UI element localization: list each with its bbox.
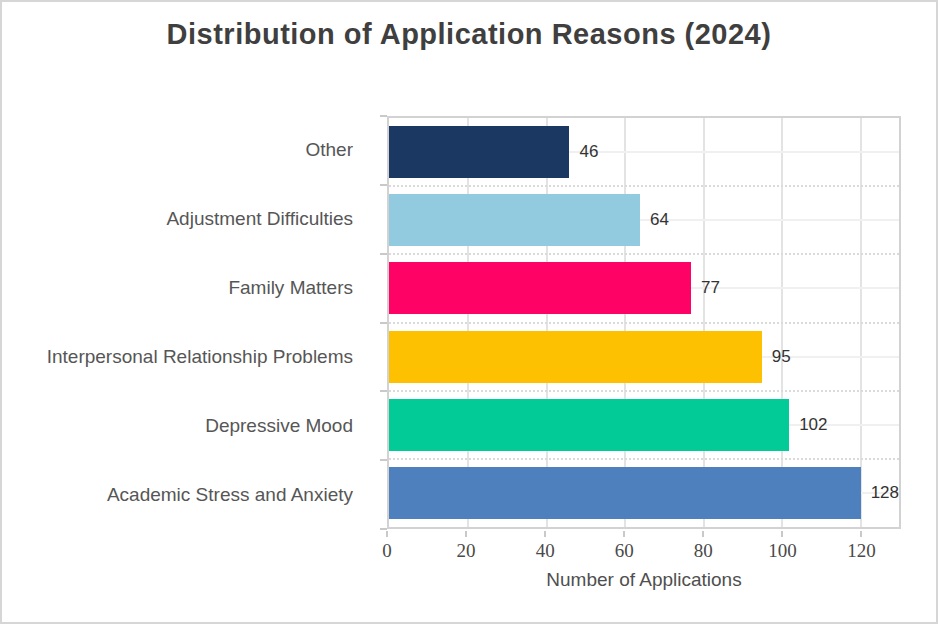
category-label: Interpersonal Relationship Problems <box>2 323 370 392</box>
x-axis-tick <box>623 531 625 537</box>
y-axis-tick <box>380 390 387 392</box>
category-label: Depressive Mood <box>2 391 370 460</box>
bar <box>389 399 789 451</box>
plot-area: 46 64 77 95 102 128 <box>387 116 901 529</box>
x-axis-label: Number of Applications <box>387 569 901 591</box>
x-axis-tick <box>781 531 783 537</box>
y-axis-tick <box>380 322 387 324</box>
category-label: Family Matters <box>2 254 370 323</box>
x-tick-label: 100 <box>752 540 812 562</box>
y-axis-tick <box>380 459 387 461</box>
bar-row: 64 <box>389 186 899 254</box>
y-axis-tick <box>380 253 387 255</box>
x-tick-label: 60 <box>594 540 654 562</box>
bar-value-label: 102 <box>799 415 827 435</box>
bar-value-label: 77 <box>701 278 720 298</box>
chart-title: Distribution of Application Reasons (202… <box>2 18 936 51</box>
x-axis-tick <box>702 531 704 537</box>
bar-row: 46 <box>389 118 899 186</box>
bar <box>389 331 762 383</box>
bar <box>389 126 569 178</box>
x-tick-label: 80 <box>673 540 733 562</box>
x-tick-label: 0 <box>357 540 417 562</box>
bar-row: 77 <box>389 254 899 322</box>
category-label: Other <box>2 116 370 185</box>
bar-row: 128 <box>389 459 899 527</box>
chart-figure: Distribution of Application Reasons (202… <box>0 0 938 624</box>
category-label: Academic Stress and Anxiety <box>2 460 370 529</box>
x-tick-label: 20 <box>436 540 496 562</box>
x-axis-tick <box>386 531 388 537</box>
bar-row: 102 <box>389 391 899 459</box>
x-tick-label: 120 <box>831 540 891 562</box>
y-axis-tick <box>380 184 387 186</box>
category-label: Adjustment Difficulties <box>2 185 370 254</box>
bar <box>389 262 691 314</box>
y-axis-tick <box>380 528 387 530</box>
x-axis-tick <box>860 531 862 537</box>
y-axis-tick <box>380 115 387 117</box>
bar <box>389 194 640 246</box>
bar-value-label: 46 <box>579 142 598 162</box>
bar <box>389 467 861 519</box>
bar-value-label: 95 <box>772 347 791 367</box>
bar-row: 95 <box>389 323 899 391</box>
x-axis-tick <box>544 531 546 537</box>
bar-value-label: 64 <box>650 210 669 230</box>
x-axis-tick <box>465 531 467 537</box>
bar-value-label: 128 <box>871 483 899 503</box>
x-tick-label: 40 <box>515 540 575 562</box>
